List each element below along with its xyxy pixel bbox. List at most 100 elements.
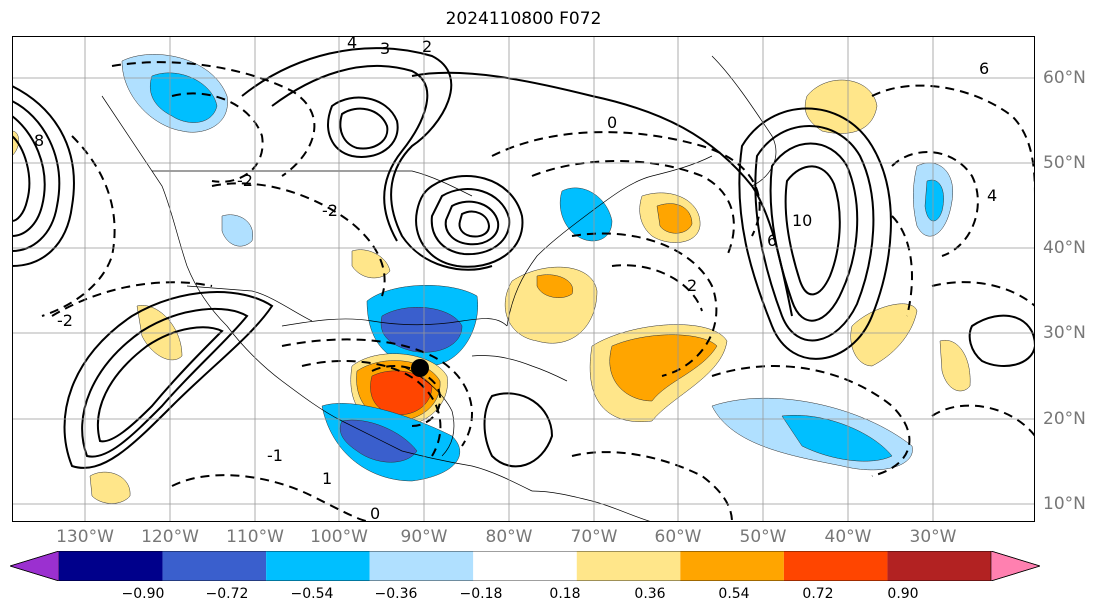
- contour-label: 3: [380, 39, 390, 58]
- shade-cyan-ne-atl: [924, 179, 944, 222]
- weather-map: 4 3 2 0 6 8 10 -2 -1 1 0 2 6 -2 4 -2: [12, 36, 1035, 522]
- coast-central-am: [341, 420, 533, 492]
- contour-west-low-2: [12, 100, 61, 252]
- colorbar-tick: 0.36: [634, 586, 666, 602]
- colorbar-segment: [783, 551, 888, 581]
- contours-negative: [41, 61, 1035, 522]
- shade-navy-pacific: [339, 419, 418, 463]
- contour-carib-1: [483, 392, 554, 468]
- colorbar-tick: −0.36: [374, 586, 418, 602]
- map-title: 2024110800 F072: [445, 9, 602, 29]
- colorbar-segment: [473, 551, 577, 581]
- contour-label: 2: [422, 37, 432, 56]
- contour-label: -2: [322, 201, 338, 220]
- contour-neg-4: [51, 281, 213, 317]
- contour-neg-9: [531, 160, 735, 257]
- lon-label: 120°W: [141, 527, 199, 547]
- contour-label: 8: [34, 131, 44, 150]
- border-us-mex: [186, 285, 313, 322]
- shade-orange-carib: [609, 334, 718, 402]
- shade-yellow-colorado: [351, 249, 391, 279]
- shade-blue-ne: [559, 187, 613, 242]
- shade-orange-east: [536, 274, 573, 298]
- lat-label: 20°N: [1043, 409, 1086, 429]
- contour-neg-15: [931, 281, 1035, 307]
- lat-label: 10°N: [1043, 494, 1086, 514]
- coast-east-us: [506, 155, 713, 327]
- colorbar-segment: [680, 551, 784, 581]
- lon-label: 70°W: [570, 527, 618, 547]
- contour-neg-12: [711, 365, 911, 477]
- contour-neg-5: [281, 338, 473, 447]
- contour-low-e-2: [430, 188, 511, 256]
- lat-label: 40°N: [1043, 238, 1086, 258]
- colorbar-segment: [887, 551, 991, 581]
- contour-label: -2: [237, 171, 253, 190]
- lon-label: 130°W: [56, 527, 114, 547]
- contour-pac-ridge-1: [63, 291, 274, 469]
- contour-n-ridge-1: [241, 47, 493, 271]
- colorbar-extend-high: [990, 551, 1040, 581]
- colorbar-segment: [266, 551, 370, 581]
- contour-labels: 4 3 2 0 6 8 10 -2 -1 1 0 2 6 -2 4 -2: [34, 36, 997, 522]
- contour-pac-ridge-2: [81, 307, 249, 458]
- contour-neg-14: [891, 151, 979, 257]
- contour-atl-s-1: [968, 314, 1035, 367]
- gridlines: [12, 36, 1035, 522]
- colorbar-tick: 0.18: [549, 586, 581, 602]
- contour-neg-10: [571, 232, 718, 377]
- contour-label: 6: [979, 59, 989, 78]
- shade-blue-gulf-inner: [380, 307, 463, 353]
- contour-label: -2: [57, 311, 73, 330]
- shade-orange-atl: [656, 203, 693, 234]
- greenland-coast: [711, 55, 777, 187]
- contour-label: 4: [347, 36, 357, 52]
- contour-label: 2: [687, 276, 697, 295]
- contour-low-e-3: [444, 200, 500, 246]
- shade-red-cyclone: [370, 370, 433, 416]
- contour-neg-6: [301, 360, 442, 457]
- contour-west-low-4: [12, 135, 31, 222]
- coast-gulf: [281, 318, 508, 327]
- contour-neg-20: [891, 215, 913, 317]
- lon-label: 110°W: [226, 527, 284, 547]
- colorbar-segment: [576, 551, 681, 581]
- coast-pacific-na: [101, 95, 343, 422]
- contour-label: 0: [607, 113, 617, 132]
- contour-jet-1: [411, 71, 793, 317]
- contour-label: 4: [987, 186, 997, 205]
- lon-label: 80°W: [485, 527, 533, 547]
- contour-atl-ridge-4: [784, 165, 841, 296]
- contour-low-e-1: [415, 175, 524, 268]
- contour-atl-ridge-1: [738, 107, 892, 360]
- contour-label: 0: [370, 504, 380, 522]
- contour-label: -1: [267, 446, 283, 465]
- lon-label: 60°W: [654, 527, 702, 547]
- coast-cuba: [471, 355, 568, 382]
- lat-label: 30°N: [1043, 323, 1086, 343]
- contour-low-nw-2: [339, 107, 389, 150]
- shade-cyan-nw: [149, 72, 218, 123]
- colorbar-segment: [59, 551, 163, 581]
- contour-neg-7: [371, 365, 442, 427]
- contour-label: 10: [792, 211, 812, 230]
- colorbar-tick: −0.72: [205, 586, 249, 602]
- lon-label: 30°W: [909, 527, 957, 547]
- shade-yellow-mid-atl: [850, 303, 918, 367]
- contour-atl-ridge-2: [754, 125, 875, 342]
- contour-label: 6: [767, 231, 777, 250]
- contour-neg-13: [871, 84, 1035, 197]
- contour-west-low-1: [12, 85, 75, 267]
- contour-label: 1: [322, 469, 332, 488]
- colorbar-segment: [369, 551, 474, 581]
- shade-yellow-far-e: [939, 339, 971, 392]
- coast-s-am: [531, 490, 653, 522]
- colorbar: [10, 551, 1040, 581]
- lon-label: 40°W: [824, 527, 872, 547]
- contour-low-nw-1: [327, 96, 399, 158]
- colorbar-segment: [162, 551, 267, 581]
- lon-label: 50°W: [739, 527, 787, 547]
- lat-label: 60°N: [1043, 68, 1086, 88]
- contour-low-e-4: [458, 210, 491, 238]
- contour-n-ridge-2: [271, 64, 429, 242]
